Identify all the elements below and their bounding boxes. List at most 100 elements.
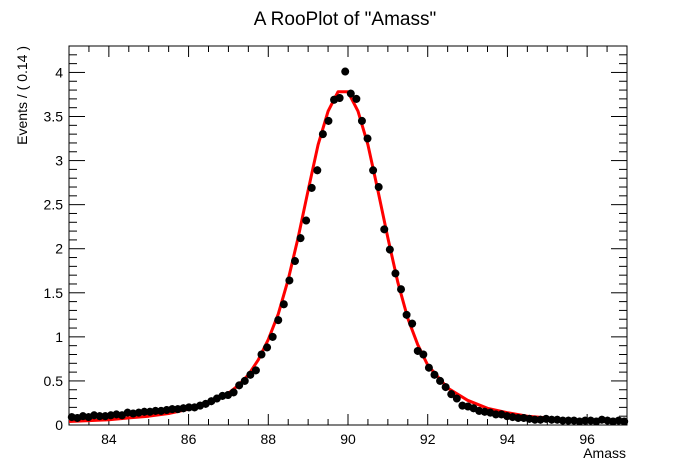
- point-marker: [307, 183, 316, 192]
- data-point: [564, 416, 573, 425]
- data-point: [452, 394, 461, 403]
- data-point: [419, 350, 428, 359]
- data-point: [229, 388, 238, 397]
- data-point: [313, 166, 322, 175]
- y-tick-label: 0.5: [44, 373, 64, 389]
- point-marker: [313, 166, 322, 175]
- point-marker: [558, 416, 567, 425]
- x-tick-label: 94: [500, 431, 516, 447]
- data-point: [335, 94, 344, 103]
- point-marker: [290, 257, 299, 266]
- data-point: [424, 363, 433, 372]
- y-tick-label: 1: [55, 329, 63, 345]
- point-marker: [514, 413, 523, 422]
- point-marker: [402, 310, 411, 319]
- point-marker: [547, 415, 556, 424]
- point-marker: [385, 245, 394, 254]
- point-marker: [229, 388, 238, 397]
- point-marker: [263, 343, 272, 352]
- point-marker: [391, 269, 400, 278]
- y-tick-label: 2: [55, 241, 63, 257]
- point-marker: [240, 376, 249, 385]
- x-axis: 84 86 88 90 92 94 96: [68, 46, 628, 447]
- point-marker: [302, 216, 311, 225]
- point-marker: [235, 381, 244, 390]
- data-point: [369, 166, 378, 175]
- data-point: [620, 417, 629, 426]
- x-axis-label: Amass: [583, 445, 626, 461]
- point-marker: [620, 417, 629, 426]
- point-marker: [419, 350, 428, 359]
- point-marker: [564, 416, 573, 425]
- point-marker: [274, 316, 283, 325]
- point-marker: [168, 405, 177, 414]
- point-marker: [452, 394, 461, 403]
- y-tick-label: 2.5: [44, 197, 64, 213]
- y-tick-label: 1.5: [44, 285, 64, 301]
- point-marker: [581, 416, 590, 425]
- point-marker: [491, 410, 500, 419]
- point-marker: [447, 390, 456, 399]
- data-point: [357, 116, 366, 125]
- y-tick-label: 3.5: [44, 109, 64, 125]
- point-marker: [268, 332, 277, 341]
- data-point: [397, 285, 406, 294]
- point-marker: [318, 130, 327, 139]
- data-point: [296, 234, 305, 243]
- y-axis: 0 0.5 1 1.5 2 2.5 3 3.5 4: [44, 45, 627, 433]
- data-point: [436, 376, 445, 385]
- point-marker: [424, 363, 433, 372]
- x-tick-label: 88: [260, 431, 276, 447]
- data-point: [302, 216, 311, 225]
- point-marker: [140, 407, 149, 416]
- data-point: [263, 343, 272, 352]
- data-point: [341, 67, 350, 76]
- point-marker: [296, 234, 305, 243]
- data-point: [307, 183, 316, 192]
- point-marker: [279, 300, 288, 309]
- point-marker: [151, 406, 160, 415]
- data-point: [290, 257, 299, 266]
- point-marker: [441, 383, 450, 392]
- data-point: [251, 366, 260, 375]
- x-tick-label: 96: [579, 431, 595, 447]
- point-marker: [357, 116, 366, 125]
- point-marker: [95, 412, 104, 421]
- point-marker: [352, 94, 361, 103]
- point-marker: [430, 370, 439, 379]
- data-point: [408, 319, 417, 328]
- data-point: [430, 370, 439, 379]
- y-axis-label: Events / ( 0.14 ): [14, 46, 30, 145]
- point-marker: [246, 370, 255, 379]
- data-point: [447, 390, 456, 399]
- data-point: [385, 245, 394, 254]
- data-point: [268, 332, 277, 341]
- data-point: [324, 116, 333, 125]
- data-point: [285, 276, 294, 285]
- data-points-layer: [67, 67, 629, 426]
- data-point: [441, 383, 450, 392]
- point-marker: [324, 116, 333, 125]
- point-marker: [346, 89, 355, 98]
- data-point: [235, 381, 244, 390]
- y-tick-label: 4: [55, 64, 63, 80]
- data-point: [352, 94, 361, 103]
- point-marker: [380, 225, 389, 234]
- x-tick-label: 90: [340, 431, 356, 447]
- chart-title: A RooPlot of "Amass": [254, 9, 436, 30]
- data-point: [374, 183, 383, 192]
- point-marker: [257, 350, 266, 359]
- y-tick-label: 0: [55, 417, 63, 433]
- point-marker: [335, 94, 344, 103]
- x-tick-label: 84: [101, 431, 117, 447]
- data-point: [363, 134, 372, 143]
- data-point: [318, 130, 327, 139]
- data-point: [402, 310, 411, 319]
- point-marker: [369, 166, 378, 175]
- data-point: [240, 376, 249, 385]
- data-point: [279, 300, 288, 309]
- point-marker: [530, 415, 539, 424]
- data-point: [257, 350, 266, 359]
